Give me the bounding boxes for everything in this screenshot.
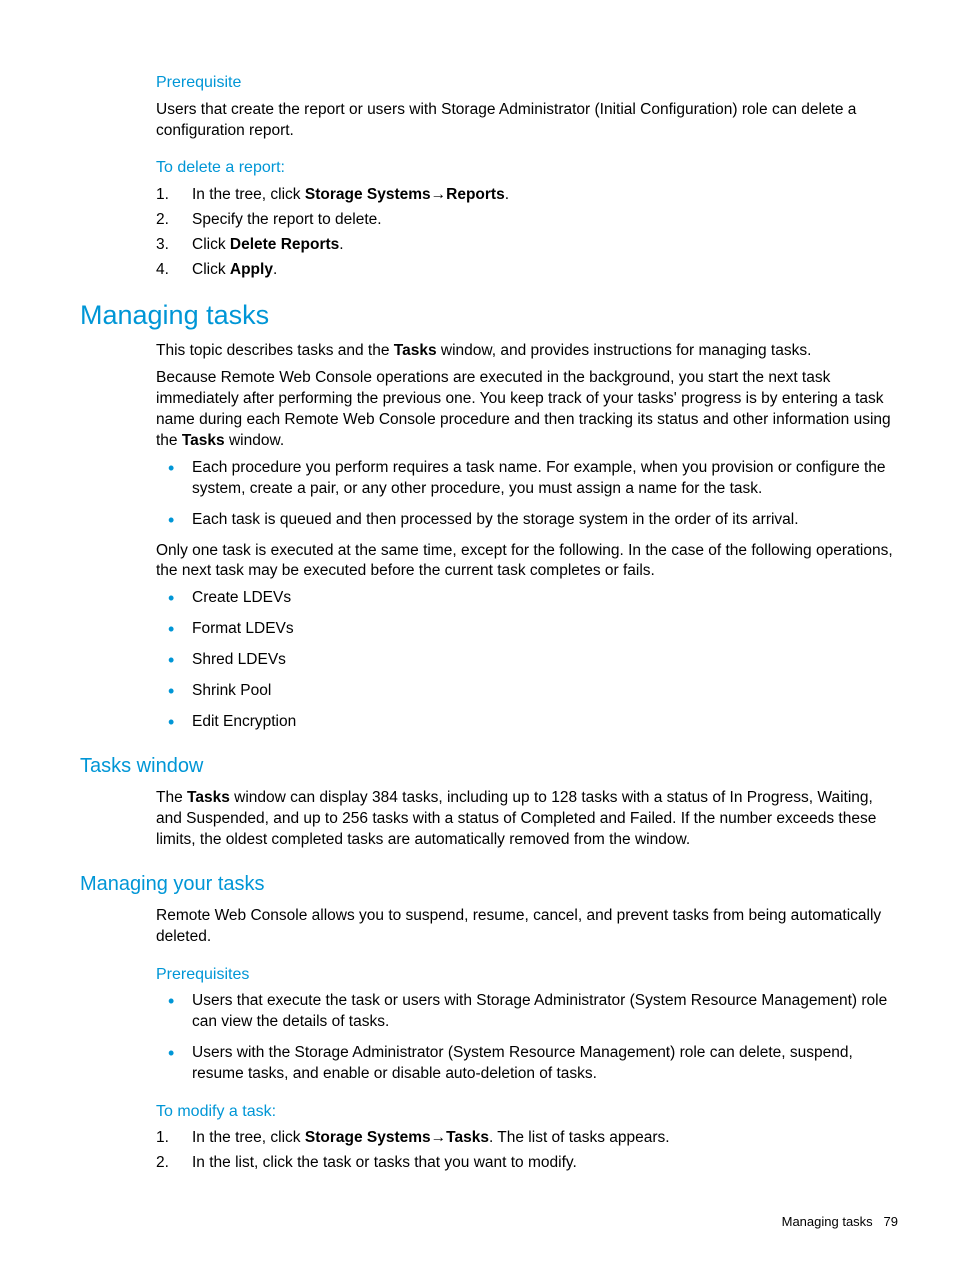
section-tasks-window-body: The Tasks window can display 384 tasks, … (156, 788, 898, 851)
list-item-text: Edit Encryption (192, 713, 296, 730)
list-item: Each task is queued and then processed b… (156, 510, 898, 531)
step-text: In the tree, click (192, 1129, 305, 1146)
delete-step: Specify the report to delete. (156, 210, 898, 231)
step-text: In the list, click the task or tasks tha… (192, 1154, 577, 1171)
document-page: Prerequisite Users that create the repor… (0, 0, 954, 1271)
step-text: . (273, 261, 277, 278)
text-bold: Tasks (182, 432, 225, 449)
step-text: Specify the report to delete. (192, 211, 382, 228)
text: window. (225, 432, 284, 449)
section-managing-your-body: Remote Web Console allows you to suspend… (156, 906, 898, 1175)
text: window, and provides instructions for ma… (437, 342, 812, 359)
delete-step: In the tree, click Storage Systems→Repor… (156, 185, 898, 206)
list-item-text: Each task is queued and then processed b… (192, 511, 799, 528)
heading-managing-your-tasks: Managing your tasks (80, 871, 898, 898)
modify-step: In the list, click the task or tasks tha… (156, 1153, 898, 1174)
list-item: Format LDEVs (156, 619, 898, 640)
text: This topic describes tasks and the (156, 342, 394, 359)
text-bold: Tasks (394, 342, 437, 359)
managing-p1: This topic describes tasks and the Tasks… (156, 341, 898, 362)
list-item-text: Users that execute the task or users wit… (192, 992, 887, 1030)
tasks-window-p: The Tasks window can display 384 tasks, … (156, 788, 898, 851)
heading-tasks-window: Tasks window (80, 753, 898, 780)
step-bold: Reports (446, 186, 505, 203)
delete-step: Click Delete Reports. (156, 235, 898, 256)
step-text: . (339, 236, 343, 253)
modify-steps-list: In the tree, click Storage Systems→Tasks… (156, 1128, 898, 1174)
step-bold: Storage Systems (305, 186, 431, 203)
heading-prerequisite: Prerequisite (156, 72, 898, 94)
list-item-text: Shred LDEVs (192, 651, 286, 668)
delete-step: Click Apply. (156, 260, 898, 281)
prereq-bullets: Users that execute the task or users wit… (156, 991, 898, 1085)
step-bold: Delete Reports (230, 236, 339, 253)
step-text: . The list of tasks appears. (489, 1129, 670, 1146)
list-item: Each procedure you perform requires a ta… (156, 458, 898, 500)
managing-bullets-1: Each procedure you perform requires a ta… (156, 458, 898, 531)
page-footer: Managing tasks 79 (782, 1213, 898, 1231)
managing-p2: Because Remote Web Console operations ar… (156, 368, 898, 452)
footer-label: Managing tasks (782, 1214, 873, 1229)
list-item-text: Each procedure you perform requires a ta… (192, 459, 886, 497)
list-item: Create LDEVs (156, 588, 898, 609)
text-bold: Tasks (187, 789, 230, 806)
list-item-text: Users with the Storage Administrator (Sy… (192, 1044, 853, 1082)
list-item-text: Shrink Pool (192, 682, 271, 699)
managing-your-p1: Remote Web Console allows you to suspend… (156, 906, 898, 948)
list-item-text: Format LDEVs (192, 620, 294, 637)
heading-modify-task: To modify a task: (156, 1101, 898, 1123)
managing-p3: Only one task is executed at the same ti… (156, 541, 898, 583)
text: window can display 384 tasks, including … (156, 789, 876, 848)
footer-page-number: 79 (884, 1214, 898, 1229)
step-bold: Tasks (446, 1129, 489, 1146)
heading-managing-tasks: Managing tasks (80, 297, 898, 333)
section-delete-report: To delete a report: In the tree, click S… (156, 157, 898, 280)
step-text: In the tree, click (192, 186, 305, 203)
list-item: Shred LDEVs (156, 650, 898, 671)
managing-bullets-2: Create LDEVs Format LDEVs Shred LDEVs Sh… (156, 588, 898, 733)
step-arrow: → (431, 186, 447, 203)
section-managing-tasks-body: This topic describes tasks and the Tasks… (156, 341, 898, 733)
heading-delete-report: To delete a report: (156, 157, 898, 179)
list-item-text: Create LDEVs (192, 589, 291, 606)
prerequisite-body: Users that create the report or users wi… (156, 100, 898, 142)
section-prerequisite: Prerequisite Users that create the repor… (156, 72, 898, 141)
heading-prerequisites: Prerequisites (156, 964, 898, 986)
step-text: . (505, 186, 509, 203)
step-text: Click (192, 236, 230, 253)
text: The (156, 789, 187, 806)
step-arrow: → (431, 1129, 447, 1146)
modify-step: In the tree, click Storage Systems→Tasks… (156, 1128, 898, 1149)
list-item: Edit Encryption (156, 712, 898, 733)
list-item: Users that execute the task or users wit… (156, 991, 898, 1033)
step-bold: Apply (230, 261, 273, 278)
step-bold: Storage Systems (305, 1129, 431, 1146)
list-item: Users with the Storage Administrator (Sy… (156, 1043, 898, 1085)
step-text: Click (192, 261, 230, 278)
list-item: Shrink Pool (156, 681, 898, 702)
delete-steps-list: In the tree, click Storage Systems→Repor… (156, 185, 898, 281)
